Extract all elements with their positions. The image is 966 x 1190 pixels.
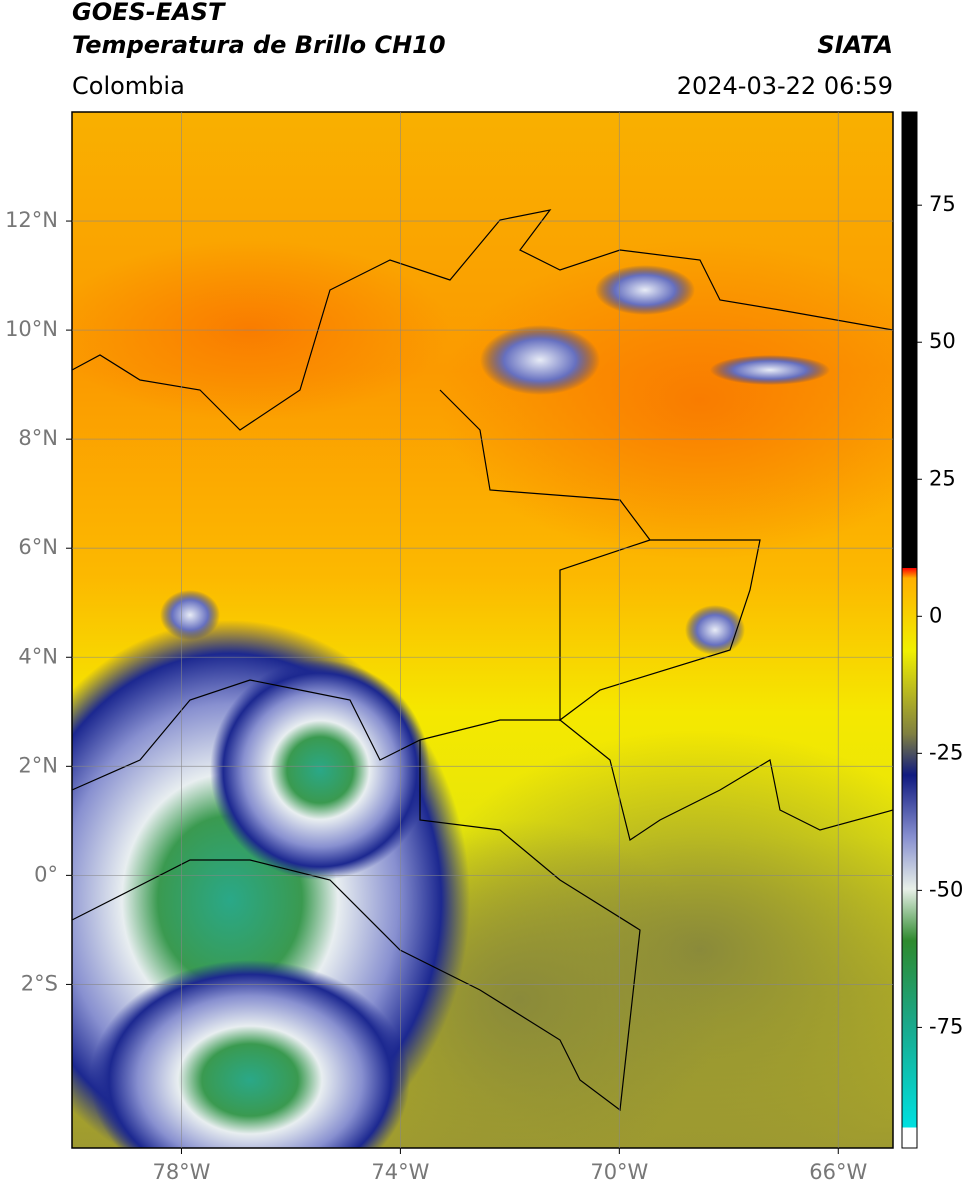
region: Colombia (72, 72, 185, 100)
y-tick-label: 4°N (18, 644, 58, 668)
map-frame (71, 111, 894, 1149)
x-tick-label: 74°W (371, 1160, 429, 1184)
colorbar (901, 111, 918, 1149)
colorbar-tick-label: -50 (929, 877, 963, 901)
colorbar-tick-label: 75 (929, 192, 956, 216)
y-tick-label: 8°N (18, 426, 58, 450)
y-tick-label: 2°N (18, 753, 58, 777)
satellite-image (72, 112, 893, 1148)
y-tick-label: 2°S (21, 971, 58, 995)
colorbar-tick-label: -75 (929, 1014, 963, 1038)
y-tick-label: 6°N (18, 535, 58, 559)
y-tick-label: 0° (34, 862, 58, 886)
colorbar-tick-label: 0 (929, 603, 942, 627)
y-tick-label: 10°N (5, 317, 58, 341)
title: GOES-EAST (72, 0, 226, 26)
colorbar-tick-label: 50 (929, 329, 956, 353)
timestamp: 2024-03-22 06:59 (677, 72, 893, 100)
subtitle: Temperatura de Brillo CH10 (72, 31, 446, 59)
source: SIATA (817, 31, 893, 59)
colorbar-tick-label: 25 (929, 466, 956, 490)
y-tick-label: 12°N (5, 208, 58, 232)
x-tick-label: 70°W (590, 1160, 648, 1184)
x-tick-label: 66°W (809, 1160, 867, 1184)
colorbar-tick-label: -25 (929, 740, 963, 764)
x-tick-label: 78°W (152, 1160, 210, 1184)
